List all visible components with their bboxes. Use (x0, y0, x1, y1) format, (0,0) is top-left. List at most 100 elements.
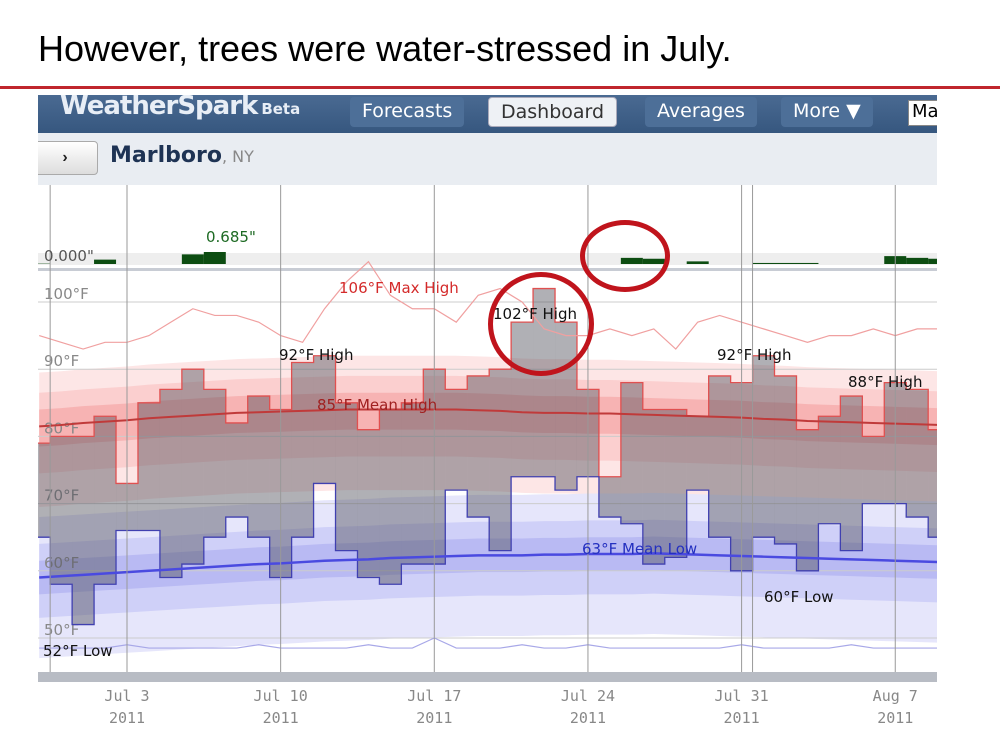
mean-low-annotation: 63°F Mean Low (582, 540, 697, 558)
x-tick-year: 2011 (569, 709, 606, 727)
day-temp-bar (225, 422, 248, 518)
daily-high-step-line (38, 287, 937, 485)
day-temp-bar (840, 396, 863, 551)
city-name: Marlboro (110, 143, 222, 168)
x-tick-label: Jul 17 2011 (404, 685, 464, 729)
day-temp-bar (137, 402, 160, 531)
title-divider (0, 86, 1000, 89)
x-tick-date: Jul 17 (407, 687, 462, 705)
mean-high-line (39, 408, 937, 428)
weatherspark-logo[interactable]: WeatherSpark Beta (60, 95, 300, 121)
day-temp-bar (906, 389, 929, 518)
precip-bar (94, 259, 117, 264)
chevron-right-icon: › (62, 149, 68, 166)
precipitation-panel (38, 185, 937, 268)
max-high-annotation: 106°F Max High (339, 279, 459, 297)
day-temp-bar (291, 362, 314, 538)
day-temp-bar (862, 436, 885, 504)
precip-bar (181, 254, 204, 264)
y-tick-label: 50°F (44, 621, 79, 639)
x-tick-label: Jul 10 2011 (251, 685, 311, 729)
low-band-inner (39, 536, 937, 595)
nav-averages[interactable]: Averages (645, 97, 757, 127)
day-temp-bar (38, 443, 51, 538)
x-tick-label: Jul 3 2011 (97, 685, 157, 729)
y-tick-label: 100°F (44, 285, 89, 303)
x-tick-year: 2011 (108, 709, 146, 727)
day-temp-bar (72, 436, 95, 625)
location-bar: › Marlboro, NY (38, 133, 937, 185)
low-52-annotation: 52°F Low (43, 642, 113, 660)
annotation-circle-peak-high (488, 272, 594, 376)
x-tick-date: Aug 7 (872, 687, 918, 705)
day-temp-bar (598, 476, 621, 518)
precip-bar (774, 262, 797, 264)
min-low-line (39, 637, 937, 649)
day-temp-bar (357, 429, 380, 578)
max-high-line (39, 260, 937, 350)
day-temp-bar (708, 375, 731, 538)
day-temp-bar (796, 429, 819, 571)
top-nav: WeatherSpark Beta Forecasts Dashboard Ave… (38, 95, 937, 133)
annotation-circle-precip (580, 220, 670, 292)
state-name: , NY (221, 147, 254, 166)
search-input[interactable]: Ma (908, 100, 937, 126)
day-temp-bar (181, 369, 204, 565)
day-temp-bar (401, 402, 424, 565)
x-tick-label: Aug 7 2011 (865, 685, 925, 729)
weatherspark-screenshot: WeatherSpark Beta Forecasts Dashboard Ave… (38, 95, 937, 740)
precip-bar (752, 262, 775, 264)
mean-high-annotation: 85°F Mean High (317, 396, 437, 414)
y-tick-label: 70°F (44, 487, 79, 505)
x-tick-label: Jul 24 2011 (558, 685, 618, 729)
day-temp-bar (313, 355, 336, 484)
nav-dashboard[interactable]: Dashboard (488, 97, 618, 127)
y-tick-label: 90°F (44, 352, 79, 370)
x-tick-date: Jul 3 (104, 687, 150, 705)
x-tick-date: Jul 10 (253, 687, 308, 705)
day-temp-bar (50, 436, 73, 585)
nav-more[interactable]: More ▼ (781, 97, 873, 127)
precip-bar (928, 258, 937, 264)
day-temp-bar (620, 382, 643, 524)
precip-baseline-band (38, 253, 937, 265)
high-92-annotation-1: 92°F High (279, 346, 353, 364)
day-temp-bar (752, 355, 775, 538)
day-temp-bar (467, 375, 490, 518)
x-tick-year: 2011 (723, 709, 760, 727)
day-temp-bar (379, 409, 402, 585)
day-temp-bar (335, 402, 358, 551)
y-tick-label: 60°F (44, 554, 79, 572)
x-tick-year: 2011 (877, 709, 914, 727)
weather-chart[interactable]: 100°F90°F80°F70°F60°F50°F 0.000" 0.685" … (38, 95, 937, 740)
low-60-annotation: 60°F Low (764, 588, 834, 606)
mean-low-line (39, 552, 937, 579)
high-88-annotation: 88°F High (848, 373, 922, 391)
slide-title: However, trees were water-stressed in Ju… (38, 28, 732, 69)
day-temp-bar (159, 389, 182, 578)
x-tick-date: Jul 31 (714, 687, 769, 705)
expand-sidebar-button[interactable]: › (38, 141, 98, 175)
day-temp-bar (445, 389, 468, 491)
day-temp-bar (928, 429, 937, 538)
plot-bottom-scrollbar[interactable] (38, 672, 937, 682)
x-tick-year: 2011 (416, 709, 453, 727)
precip-zero-label: 0.000" (44, 247, 94, 265)
x-tick-date: Jul 24 (560, 687, 616, 705)
day-temp-bar (247, 396, 270, 538)
high-band-inner (39, 392, 937, 447)
nav-forecasts[interactable]: Forecasts (350, 97, 465, 127)
day-temp-bar (664, 409, 687, 558)
day-temp-bar (203, 389, 226, 538)
x-tick-label: Jul 31 2011 (712, 685, 772, 729)
day-temp-bar (94, 416, 117, 585)
day-temp-bar (489, 369, 512, 551)
beta-badge: Beta (261, 100, 301, 118)
precip-bar (796, 262, 819, 264)
y-tick-label: 80°F (44, 419, 79, 437)
precip-bar (686, 261, 709, 264)
day-temp-bar (818, 416, 841, 524)
location-title: Marlboro, NY (110, 143, 254, 168)
x-tick-year: 2011 (262, 709, 299, 727)
panel-divider (38, 268, 937, 271)
